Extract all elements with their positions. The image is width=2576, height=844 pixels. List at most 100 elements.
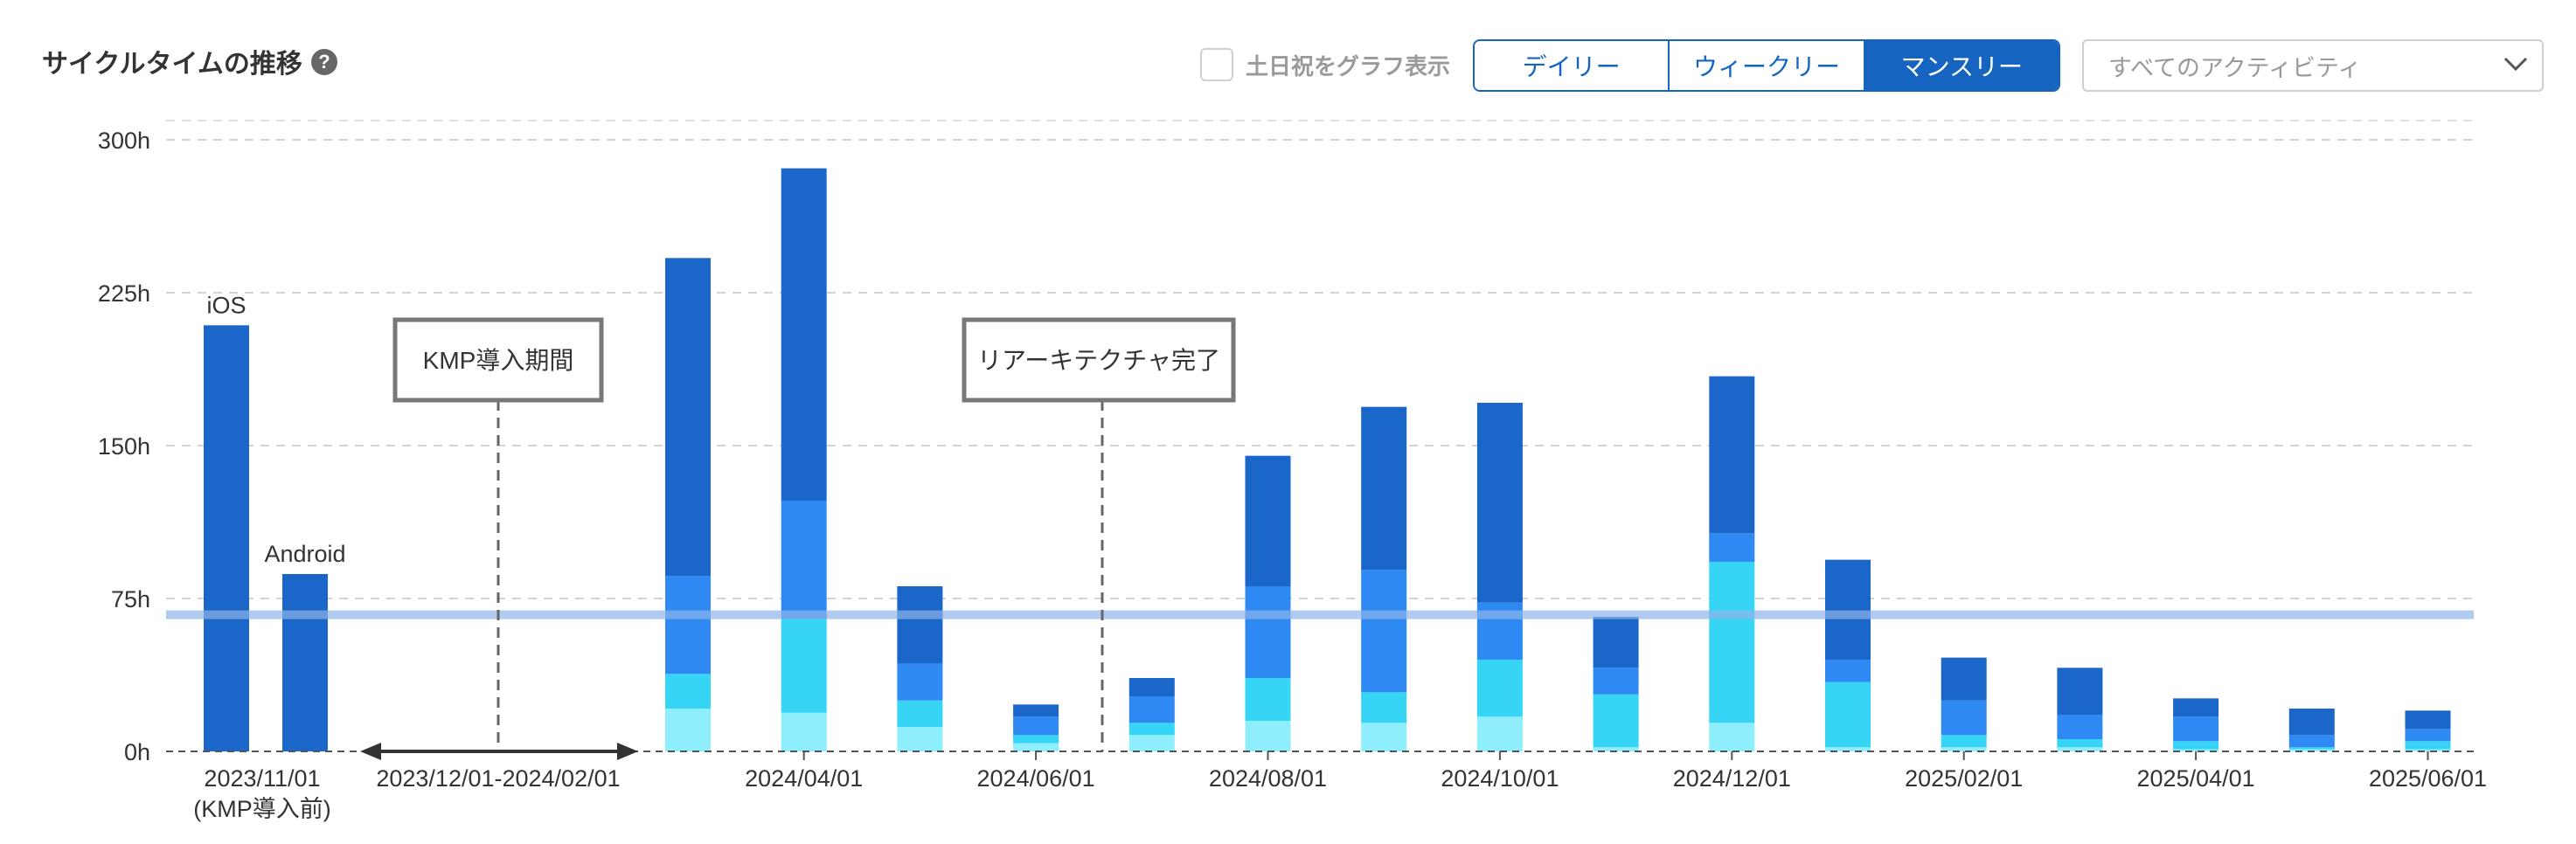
bar-segment <box>1245 586 1291 678</box>
bar-baseline-1 <box>282 574 328 751</box>
bar-segment <box>1709 562 1755 723</box>
bar-segment <box>897 727 943 751</box>
bar-segment <box>2405 749 2451 751</box>
x-tick-label: 2025/06/01 <box>2369 765 2487 792</box>
bar-segment <box>1476 660 1523 717</box>
bar-segment <box>1013 743 1059 751</box>
weekend-checkbox[interactable] <box>1200 48 1233 81</box>
bar-segment <box>2288 747 2335 750</box>
annotation-box <box>962 317 1236 403</box>
y-tick-label: 0h <box>124 739 150 765</box>
bar-segment <box>1941 700 1987 736</box>
y-tick-label: 150h <box>98 433 150 460</box>
page-title: サイクルタイムの推移 <box>42 50 302 79</box>
x-tick-label: 2024/10/01 <box>1441 765 1559 792</box>
bar-segment <box>1361 692 1407 723</box>
bar-segment <box>1593 694 1639 748</box>
bar-segment <box>781 712 827 751</box>
tab-monthly[interactable]: マンスリー <box>1864 41 2059 90</box>
bar-segment <box>2057 715 2103 739</box>
bar-segment <box>1245 455 1291 586</box>
bar-segment <box>2173 749 2219 751</box>
bar-segment <box>665 709 711 751</box>
x-tick-sublabel: (KMP導入前) <box>193 796 331 822</box>
bar-segment <box>2405 729 2451 742</box>
bar-segment <box>1128 735 1175 751</box>
bar-segment <box>781 168 827 501</box>
bar-segment <box>1476 716 1523 751</box>
bar-baseline-0 <box>204 325 249 751</box>
activity-select[interactable]: すべてのアクティビティ <box>2082 39 2544 92</box>
bar-segment <box>1941 735 1987 748</box>
bar-segment <box>2288 709 2335 736</box>
bar-segment <box>1361 723 1407 751</box>
bar-segment <box>1013 704 1059 717</box>
bar-segment <box>665 258 711 577</box>
bar-segment <box>1593 617 1639 668</box>
gap-arrow-left <box>360 743 381 760</box>
bar-segment <box>1941 747 1987 751</box>
x-tick-label: 2025/02/01 <box>1905 765 2023 792</box>
x-tick-label: 2024/12/01 <box>1673 765 1791 792</box>
tab-weekly[interactable]: ウィークリー <box>1670 41 1865 90</box>
x-tick-label: 2024/06/01 <box>977 765 1095 792</box>
bar-segment <box>2173 741 2219 750</box>
x-tick-label: 2024/08/01 <box>1209 765 1327 792</box>
bar-label: Android <box>264 541 345 567</box>
x-tick-label: 2025/04/01 <box>2137 765 2255 792</box>
annotation-box <box>392 317 604 403</box>
x-tick-label: 2023/11/01 <box>204 765 320 792</box>
bar-segment <box>2173 716 2219 742</box>
bar-segment <box>665 576 711 675</box>
bar-segment <box>781 501 827 619</box>
bar-segment <box>1013 735 1059 744</box>
bar-segment <box>2057 739 2103 748</box>
bar-segment <box>2405 710 2451 730</box>
bar-segment <box>1245 721 1291 751</box>
activity-select-value: すべてのアクティビティ <box>2108 54 2362 81</box>
bar-segment <box>2288 749 2335 751</box>
weekend-label: 土日祝をグラフ表示 <box>1246 52 1451 80</box>
tab-daily[interactable]: デイリー <box>1475 41 1670 90</box>
help-icon[interactable]: ? <box>311 49 337 75</box>
bar-segment <box>1128 678 1175 696</box>
y-tick-label: 225h <box>98 280 150 307</box>
bar-segment <box>2173 698 2219 717</box>
bar-segment <box>665 674 711 709</box>
bar-segment <box>897 586 943 664</box>
bar-segment <box>1593 668 1639 695</box>
bar-segment <box>1361 406 1407 571</box>
bar-segment <box>1593 747 1639 751</box>
annotation-label: KMP導入期間 <box>423 347 574 374</box>
bar-segment <box>1245 678 1291 721</box>
bar-segment <box>1709 723 1755 751</box>
bar-segment <box>781 619 827 713</box>
bar-segment <box>2057 747 2103 751</box>
gap-arrow-right <box>617 743 638 760</box>
bar-segment <box>1128 723 1175 736</box>
bar-segment <box>1361 570 1407 693</box>
chevron-down-icon <box>2503 57 2528 72</box>
y-tick-label: 75h <box>111 586 150 612</box>
bar-segment <box>897 700 943 727</box>
weekend-toggle[interactable]: 土日祝をグラフ表示 <box>1200 45 1450 84</box>
bar-segment <box>1476 403 1523 603</box>
bar-segment <box>1825 660 1871 682</box>
bar-label: iOS <box>206 292 246 318</box>
period-segmented-control: デイリー ウィークリー マンスリー <box>1473 39 2060 92</box>
cycle-time-chart: 0h 75h 150h 225h 300h iOS Android KMP導入期間 リアーキテク… <box>98 120 2487 822</box>
bar-segment <box>1825 559 1871 660</box>
bar-segment <box>2057 668 2103 715</box>
bar-segment <box>1709 533 1755 562</box>
bar-segment <box>1825 681 1871 748</box>
bar-segment <box>897 663 943 701</box>
y-tick-label: 300h <box>98 128 150 154</box>
bar-segment <box>1013 716 1059 736</box>
bar-segment <box>2405 741 2451 750</box>
bar-segment <box>1941 657 1987 701</box>
x-tick-label: 2024/04/01 <box>745 765 863 792</box>
gap-label: 2023/12/01-2024/02/01 <box>376 765 620 792</box>
bar-segment <box>2288 735 2335 748</box>
bar-segment <box>1825 747 1871 751</box>
annotation-label: リアーキテクチャ完了 <box>977 347 1220 374</box>
